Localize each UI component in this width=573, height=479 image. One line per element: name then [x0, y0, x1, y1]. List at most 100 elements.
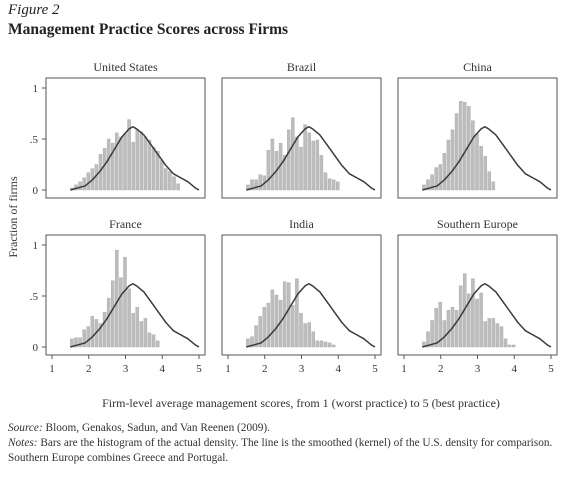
y-tick-label: 0: [33, 342, 39, 354]
histogram-bar: [467, 293, 471, 348]
us-kernel-density-line: [422, 126, 552, 191]
panel-southern-europe: Southern Europe 1 2 3 4 5: [397, 217, 558, 375]
x-tick-label: 2: [438, 363, 444, 375]
histogram-bar: [471, 120, 475, 191]
histogram-bar: [291, 304, 295, 348]
histogram-bar: [115, 249, 119, 348]
histogram-bar: [487, 171, 491, 191]
x-tick-label: 3: [299, 363, 305, 375]
histogram-bar: [438, 164, 442, 191]
histogram-bar: [426, 331, 430, 348]
histogram-bar: [123, 133, 127, 191]
histogram-bar: [106, 138, 111, 191]
histogram-bar: [295, 278, 299, 348]
histogram-bar: [327, 342, 332, 348]
histogram-bar: [131, 141, 135, 191]
histogram-bar: [250, 179, 254, 191]
histogram-bar: [446, 139, 451, 191]
source-line: Source: Bloom, Genakos, Sadun, and Van R…: [8, 421, 564, 436]
histogram-bar: [159, 160, 164, 191]
histogram-bar: [123, 257, 127, 348]
panel-frame: [221, 77, 382, 199]
x-tick-label: 4: [512, 363, 518, 375]
x-axis-title: Firm-level average management scores, fr…: [102, 396, 500, 410]
panel-title: France: [109, 217, 142, 231]
y-axis-title: Fraction of firms: [6, 176, 20, 258]
histogram-bar: [135, 129, 139, 191]
histogram-bar: [323, 341, 328, 348]
y-tick-label: .5: [30, 134, 39, 146]
figure-title: Management Practice Scores across Firms: [8, 21, 289, 38]
x-tick-label: 2: [86, 363, 92, 375]
histogram-bar: [331, 344, 336, 348]
histogram-bar: [102, 147, 107, 191]
histogram-bar: [426, 179, 430, 191]
histogram-bar: [299, 146, 303, 191]
histogram-bar: [78, 337, 82, 348]
x-tick-label: 2: [262, 363, 268, 375]
x-tick-label: 3: [475, 363, 481, 375]
histogram-bar: [471, 278, 475, 348]
histogram-bar: [475, 133, 479, 191]
histogram-bar: [86, 326, 90, 348]
histogram-bar: [74, 337, 78, 348]
histogram-bar: [155, 340, 160, 348]
panel-title: India: [289, 217, 314, 231]
histogram-bar: [336, 181, 340, 191]
histogram-bar: [487, 318, 491, 348]
histogram-bar: [327, 178, 332, 191]
figure-notes: Source: Bloom, Genakos, Sadun, and Van R…: [8, 421, 564, 466]
histogram-bar: [287, 282, 291, 348]
histogram-bar: [463, 102, 467, 191]
y-tick-label: 1: [33, 240, 39, 252]
notes-text: Bars are the histogram of the actual den…: [8, 437, 553, 464]
histogram-chart: United States 0 .5 1 Brazil China France 0 .5 1 1 2…: [6, 60, 558, 410]
histogram-bar: [434, 308, 438, 348]
histogram-bar: [143, 136, 148, 191]
histogram-bar: [266, 302, 271, 348]
histogram-bar: [90, 316, 95, 348]
histogram-bar: [143, 318, 148, 348]
histogram-bar: [176, 183, 180, 191]
histogram-bar: [127, 288, 131, 348]
x-tick-label: 1: [401, 363, 407, 375]
y-tick-label: 0: [33, 185, 39, 197]
x-tick-label: 4: [336, 363, 342, 375]
histogram-bar: [315, 340, 320, 348]
histogram-bar: [119, 136, 123, 191]
us-kernel-density-line: [422, 283, 552, 348]
histogram-bar: [479, 292, 483, 348]
source-text: Bloom, Genakos, Sadun, and Van Reenen (2…: [45, 422, 270, 434]
histogram-bar: [254, 179, 258, 191]
panel-india: India 1 2 3 4 5: [221, 217, 382, 375]
histogram-bar: [164, 168, 168, 191]
histogram-bar: [454, 113, 459, 191]
histogram-bar: [323, 172, 328, 191]
histogram-bar: [507, 344, 512, 348]
histogram-bar: [319, 155, 324, 191]
panel-title: China: [463, 60, 492, 74]
histogram-bar: [450, 129, 455, 191]
histogram-bar: [258, 316, 262, 348]
histogram-bar: [303, 124, 307, 191]
histogram-bar: [274, 294, 279, 348]
histogram-bar: [499, 326, 504, 348]
us-kernel-density-line: [70, 126, 200, 191]
x-tick-label: 1: [225, 363, 231, 375]
histogram-bar: [115, 132, 119, 191]
histogram-bar: [442, 153, 447, 191]
notes-label: Notes:: [8, 437, 38, 449]
histogram-bar: [139, 321, 144, 348]
x-tick-label: 5: [548, 363, 554, 375]
histogram-bar: [139, 131, 144, 191]
histogram-bar: [454, 310, 459, 348]
y-tick-label: .5: [30, 291, 39, 303]
panel-title: Brazil: [287, 60, 317, 74]
histogram-bar: [491, 318, 496, 348]
histogram-bar: [147, 332, 152, 348]
histogram-bar: [270, 289, 275, 348]
panel-frame: [45, 77, 206, 199]
panel-brazil: Brazil: [221, 60, 382, 199]
histogram-bar: [151, 146, 156, 191]
source-label: Source:: [8, 422, 43, 434]
